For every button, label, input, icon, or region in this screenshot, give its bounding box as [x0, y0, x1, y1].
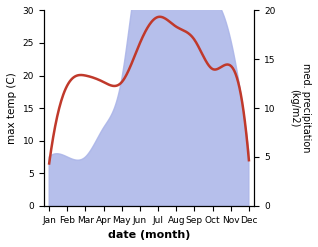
X-axis label: date (month): date (month) [108, 230, 190, 240]
Y-axis label: med. precipitation
(kg/m2): med. precipitation (kg/m2) [289, 63, 311, 153]
Y-axis label: max temp (C): max temp (C) [7, 72, 17, 144]
